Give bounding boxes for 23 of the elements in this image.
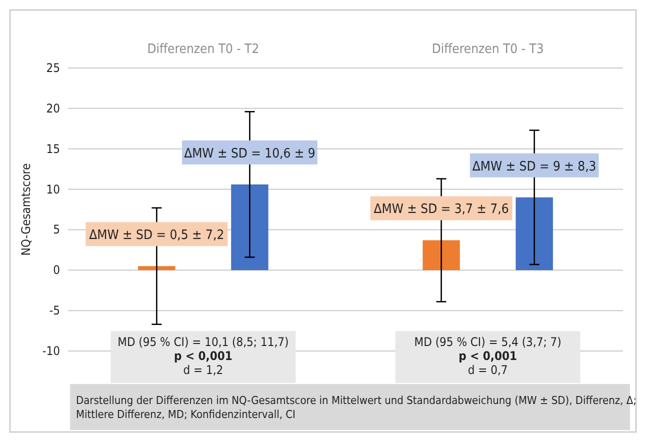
y-axis-title: NQ-Gesamtscore xyxy=(19,163,33,256)
bar xyxy=(422,240,460,270)
data-label: ΔMW ± SD = 10,6 ± 9 xyxy=(184,146,316,162)
bar xyxy=(138,266,176,270)
y-tick-label: 25 xyxy=(46,61,60,75)
data-label: ΔMW ± SD = 9 ± 8,3 xyxy=(472,159,596,174)
note-box: MD (95 % CI) = 10,1 (8,5; 11,7) p < 0,001 d = 1,2 xyxy=(110,331,296,383)
x-tick-label: Differenzen T0 - T2 xyxy=(147,42,260,57)
y-tick-label: -5 xyxy=(49,304,60,318)
y-tick-label: 15 xyxy=(46,142,60,156)
data-label: ΔMW ± SD = 0,5 ± 7,2 xyxy=(89,228,224,244)
data-label: ΔMW ± SD = 3,7 ± 7,6 xyxy=(374,202,509,218)
y-tick-label: 20 xyxy=(46,101,60,116)
x-tick-label: Differenzen T0 - T3 xyxy=(432,42,544,57)
y-tick-label: 5 xyxy=(53,222,60,237)
annotation: MD (95 % CI) = 10,1 (8,5; 11,7) p < 0,001 d = 1,2 xyxy=(118,335,289,377)
note-box: MD (95 % CI) = 5,4 (3,7; 7) p < 0,001 d = 0,7 xyxy=(395,331,580,383)
y-tick-label: 0 xyxy=(53,263,60,278)
annotation: MD (95 % CI) = 5,4 (3,7; 7) p < 0,001 d = 0,7 xyxy=(414,335,562,377)
y-tick-label: -10 xyxy=(42,344,60,358)
bar xyxy=(516,197,553,270)
y-tick-label: 10 xyxy=(46,182,60,196)
bar xyxy=(231,184,268,270)
